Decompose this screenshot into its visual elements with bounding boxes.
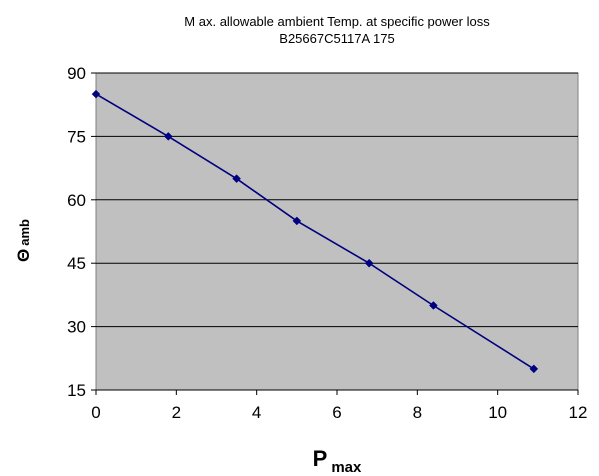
data-point-6 xyxy=(529,364,539,374)
x-tick-label-8: 8 xyxy=(413,403,422,422)
y-tick-label-30: 30 xyxy=(67,318,86,337)
y-axis-label-sub: amb xyxy=(17,219,32,246)
y-axis-label-symbol: Θ xyxy=(14,248,33,262)
x-axis-label-main: P xyxy=(312,446,328,471)
data-point-2 xyxy=(232,174,241,184)
x-tick-label-10: 10 xyxy=(488,403,507,422)
x-tick-label-6: 6 xyxy=(332,403,341,422)
chart-title-line-1: M ax. allowable ambient Temp. at specifi… xyxy=(184,14,490,29)
y-tick-label-45: 45 xyxy=(67,254,86,273)
y-tick-label-75: 75 xyxy=(67,127,86,146)
data-point-0 xyxy=(91,89,101,99)
y-tick-label-60: 60 xyxy=(67,191,86,210)
tick-labels: 15 30 45 60 75 90 0 2 4 6 8 10 12 xyxy=(67,64,587,422)
data-point-5 xyxy=(429,301,438,310)
plot-area xyxy=(95,72,579,391)
data-point-1 xyxy=(163,132,173,141)
x-tick-label-12: 12 xyxy=(569,403,588,422)
x-tick-label-4: 4 xyxy=(252,403,261,422)
y-axis-label: Θamb xyxy=(14,219,34,262)
chart-title-line-2: B25667C5117A 175 xyxy=(279,31,395,46)
y-tick-label-15: 15 xyxy=(67,381,86,400)
y-tick-label-90: 90 xyxy=(67,64,86,83)
data-point-4 xyxy=(364,258,374,268)
x-tick-label-0: 0 xyxy=(91,403,100,422)
x-tick-label-2: 2 xyxy=(172,403,181,422)
data-point-3 xyxy=(292,216,302,226)
x-axis-label-sub: max xyxy=(331,459,362,476)
series-layer xyxy=(91,89,539,374)
